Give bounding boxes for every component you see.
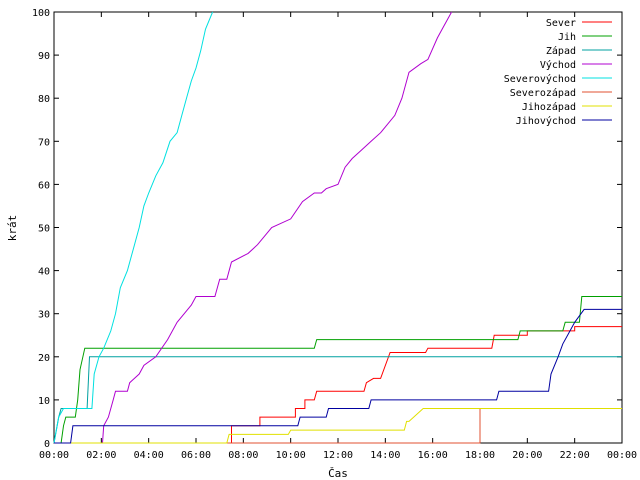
x-tick-label: 00:00 xyxy=(39,450,69,461)
x-tick-label: 16:00 xyxy=(418,450,448,461)
legend-label: Severozápad xyxy=(510,87,576,99)
y-tick-label: 50 xyxy=(38,224,50,235)
legend-label: Sever xyxy=(546,18,576,29)
y-tick-label: 70 xyxy=(38,137,50,148)
series-line xyxy=(54,408,622,444)
y-tick-label: 0 xyxy=(44,439,50,450)
series-line xyxy=(54,296,622,444)
y-tick-label: 10 xyxy=(38,396,50,407)
x-tick-label: 08:00 xyxy=(228,450,258,461)
legend-label: Jih xyxy=(558,32,576,43)
y-tick-label: 100 xyxy=(32,8,50,19)
x-tick-label: 00:00 xyxy=(607,450,637,461)
y-tick-labels: 0 10 20 30 40 50 60 70 80 90 100 xyxy=(32,8,50,450)
series-line xyxy=(53,11,214,444)
y-axis-title: krát xyxy=(6,215,19,242)
series-line xyxy=(54,308,622,444)
y-tick-label: 30 xyxy=(38,310,50,321)
axis-ticks xyxy=(53,11,623,444)
x-tick-label: 22:00 xyxy=(560,450,590,461)
series-line xyxy=(54,11,453,444)
legend-label: Severovýchod xyxy=(504,73,576,85)
series-lines xyxy=(53,11,622,444)
series-line xyxy=(54,326,622,444)
y-tick-label: 40 xyxy=(38,267,50,278)
y-tick-label: 90 xyxy=(38,51,50,62)
x-tick-label: 04:00 xyxy=(134,450,164,461)
legend: Sever Jih Západ Východ Severovýchod Severozáp… xyxy=(504,18,612,127)
x-tick-label: 06:00 xyxy=(181,450,211,461)
x-tick-label: 14:00 xyxy=(370,450,400,461)
legend-label: Západ xyxy=(546,45,576,57)
legend-label: Jihozápad xyxy=(522,101,576,113)
x-tick-label: 10:00 xyxy=(276,450,306,461)
x-tick-labels: 00:00 02:00 04:00 06:00 08:00 10:00 12:00 14:00… xyxy=(39,450,637,461)
legend-label: Východ xyxy=(540,59,576,71)
x-tick-label: 12:00 xyxy=(323,450,353,461)
y-tick-label: 60 xyxy=(38,180,50,191)
y-tick-label: 20 xyxy=(38,353,50,364)
x-axis-title: Čas xyxy=(328,467,348,480)
legend-label: Jihovýchod xyxy=(516,115,576,127)
x-tick-label: 20:00 xyxy=(512,450,542,461)
x-tick-label: 18:00 xyxy=(465,450,495,461)
y-tick-label: 80 xyxy=(38,94,50,105)
x-tick-label: 02:00 xyxy=(86,450,116,461)
